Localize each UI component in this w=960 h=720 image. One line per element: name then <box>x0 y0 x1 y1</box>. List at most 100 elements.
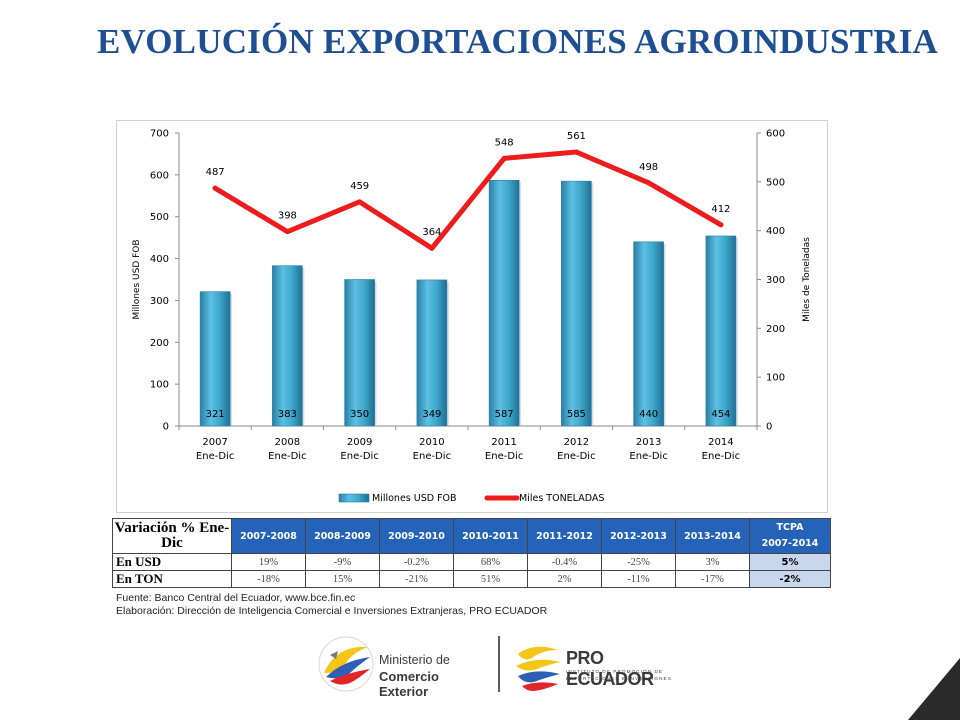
ministerio-line1: Ministerio de <box>379 653 450 667</box>
proecuador-sub2: EXPORTACIONES E INVERSIONES <box>566 676 672 681</box>
y2-tick-label: 300 <box>766 275 785 286</box>
table-header-variation: Variación % Ene-Dic <box>112 518 232 554</box>
x-tick-sublabel: Ene-Dic <box>268 451 306 462</box>
bar <box>416 279 448 427</box>
corner-decoration <box>908 658 960 720</box>
tcpa-cell: 5% <box>749 553 831 571</box>
y2-tick-label: 600 <box>766 129 785 140</box>
table-header-period: 2008-2009 <box>305 518 380 554</box>
x-tick-label: 2009 <box>347 437 372 448</box>
table-header-period: 2009-2010 <box>379 518 454 554</box>
x-tick-label: 2012 <box>564 437 589 448</box>
y2-axis-title: Miles de Toneladas <box>802 237 812 322</box>
table-header-period: 2011-2012 <box>527 518 602 554</box>
table-header-period: 2010-2011 <box>453 518 528 554</box>
proecuador-name: PRO ECUADOR <box>566 648 654 689</box>
line-data-label: 498 <box>639 162 658 173</box>
table-cell: 68% <box>453 553 528 571</box>
x-tick-label: 2014 <box>708 437 733 448</box>
page-title: EVOLUCIÓN EXPORTACIONES AGROINDUSTRIA <box>96 22 938 61</box>
y-tick-label: 700 <box>150 129 169 140</box>
legend-label-bar: Millones USD FOB <box>372 493 457 504</box>
tcpa-label: TCPA <box>776 522 804 533</box>
source-line: Fuente: Banco Central del Ecuador, www.b… <box>116 592 356 604</box>
table-cell: 51% <box>453 570 528 588</box>
table-cell: -0.4% <box>527 553 602 571</box>
table-header-period: 2013-2014 <box>675 518 750 554</box>
bar-data-label: 383 <box>278 409 297 420</box>
table-cell: -17% <box>675 570 750 588</box>
x-tick-label: 2011 <box>491 437 516 448</box>
legend-label-line: Miles TONELADAS <box>519 493 604 504</box>
y-tick-label: 100 <box>150 380 169 391</box>
bar <box>633 241 664 427</box>
line-point <box>501 155 507 161</box>
table-row: En USD 19% -9% -0.2% 68% -0.4% -25% 3% 5… <box>112 553 831 571</box>
table-header-tcpa: TCPA 2007-2014 <box>749 518 831 554</box>
y2-tick-label: 400 <box>766 226 785 237</box>
bar-data-label: 321 <box>206 409 225 420</box>
ministerio-line2: Comercio Exterior <box>379 669 439 699</box>
table-cell: -9% <box>305 553 380 571</box>
combo-chart: 0 100 200 300 400 500 600 700 0 100 200 300 400 500 60… <box>132 129 812 505</box>
line-point <box>357 199 363 205</box>
y2-tick-label: 100 <box>766 373 785 384</box>
y-tick-label: 0 <box>163 422 169 433</box>
y-tick-label: 500 <box>150 212 169 223</box>
chart-frame: 0 100 200 300 400 500 600 700 0 100 200 300 400 500 60… <box>116 120 828 513</box>
table-cell: -11% <box>601 570 676 588</box>
elaboration-line: Elaboración: Dirección de Inteligencia C… <box>116 605 548 617</box>
bar <box>705 235 737 427</box>
line-point <box>573 149 579 155</box>
proecuador-emblem-icon <box>516 646 560 691</box>
line-data-label: 412 <box>711 204 730 215</box>
bar <box>199 291 231 427</box>
line-point <box>212 185 218 191</box>
line-data-label: 398 <box>278 211 297 222</box>
y2-tick-label: 500 <box>766 177 785 188</box>
bar-data-label: 454 <box>711 409 730 420</box>
bar-data-label: 349 <box>422 409 441 420</box>
proecuador-logo: PRO ECUADOR INSTITUTO DE PROMOCIÓN DE EX… <box>514 640 694 694</box>
y-axis-title: Millones USD FOB <box>132 239 142 319</box>
line-data-label: 548 <box>495 137 514 148</box>
table-header-period: 2012-2013 <box>601 518 676 554</box>
table-cell: 2% <box>527 570 602 588</box>
bar-data-label: 587 <box>495 409 514 420</box>
x-tick-sublabel: Ene-Dic <box>196 451 234 462</box>
bar-data-label: 350 <box>350 409 369 420</box>
source-note: Fuente: Banco Central del Ecuador, www.b… <box>116 592 547 618</box>
line-point <box>646 180 652 186</box>
table-cell: 15% <box>305 570 380 588</box>
bar-data-label: 440 <box>639 409 658 420</box>
table-cell: -0.2% <box>379 553 454 571</box>
tcpa-period: 2007-2014 <box>761 538 819 549</box>
table-cell: -18% <box>231 570 306 588</box>
table-cell: 19% <box>231 553 306 571</box>
x-tick-label: 2007 <box>202 437 227 448</box>
table-header-period: 2007-2008 <box>231 518 306 554</box>
x-tick-sublabel: Ene-Dic <box>413 451 451 462</box>
y-tick-label: 200 <box>150 338 169 349</box>
bar <box>561 180 592 427</box>
table-cell: 3% <box>675 553 750 571</box>
y2-tick-label: 0 <box>766 422 772 433</box>
x-tick-sublabel: Ene-Dic <box>340 451 378 462</box>
y-tick-label: 600 <box>150 170 169 181</box>
bar <box>488 179 520 427</box>
x-tick-sublabel: Ene-Dic <box>557 451 595 462</box>
table-header-row: Variación % Ene-Dic 2007-2008 2008-2009 … <box>112 518 831 554</box>
line-point <box>284 229 290 235</box>
line-series-tons <box>212 149 724 251</box>
variation-table: Variación % Ene-Dic 2007-2008 2008-2009 … <box>112 518 831 588</box>
y2-tick-label: 200 <box>766 324 785 335</box>
line-data-label: 561 <box>567 131 586 142</box>
x-tick-sublabel: Ene-Dic <box>485 451 523 462</box>
x-tick-label: 2010 <box>419 437 444 448</box>
row-label-usd: En USD <box>112 553 232 571</box>
table-cell: -21% <box>379 570 454 588</box>
logo-divider <box>498 636 500 692</box>
x-tick-sublabel: Ene-Dic <box>702 451 740 462</box>
tcpa-cell: -2% <box>749 570 831 588</box>
ministerio-emblem-icon <box>318 636 374 692</box>
